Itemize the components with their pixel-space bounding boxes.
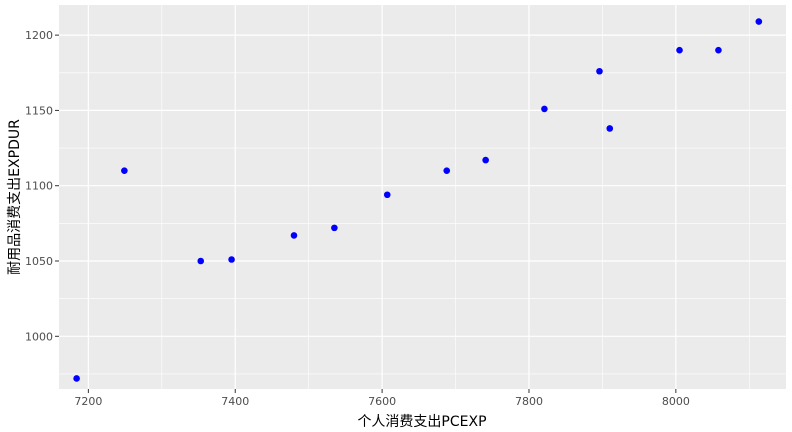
data-point [197, 257, 205, 265]
x-tick-label: 7200 [74, 395, 102, 408]
y-axis-ticks: 1000 1050 1100 1150 1200 [25, 29, 59, 343]
data-point [331, 224, 338, 232]
y-tick-label: 1000 [25, 330, 53, 343]
x-axis-ticks: 7200 7400 7600 7800 8000 [74, 389, 690, 408]
data-point [73, 375, 80, 382]
data-point [443, 167, 451, 174]
x-tick-label: 7400 [221, 395, 249, 408]
y-tick-label: 1150 [25, 104, 53, 117]
panel-background [59, 5, 786, 389]
y-axis-title: 耐用品消费支出EXPDUR [7, 119, 23, 275]
y-tick-label: 1200 [25, 29, 53, 42]
data-point [715, 46, 722, 54]
data-point [482, 156, 489, 164]
data-point [755, 18, 763, 25]
data-point [121, 167, 128, 174]
x-axis-title: 个人消费支出PCEXP [357, 414, 486, 430]
data-point [676, 46, 683, 54]
major-grid [59, 5, 786, 389]
data-point [290, 232, 298, 239]
y-tick-label: 1050 [25, 255, 53, 268]
data-point [383, 191, 391, 199]
x-tick-label: 8000 [662, 395, 690, 408]
data-point [596, 67, 603, 75]
x-tick-label: 7800 [515, 395, 543, 408]
minor-grid [59, 5, 786, 389]
data-point [606, 125, 614, 132]
x-tick-label: 7600 [368, 395, 396, 408]
data-point [228, 256, 235, 263]
data-points [73, 18, 763, 382]
y-tick-label: 1100 [25, 180, 53, 193]
data-point [541, 105, 548, 113]
